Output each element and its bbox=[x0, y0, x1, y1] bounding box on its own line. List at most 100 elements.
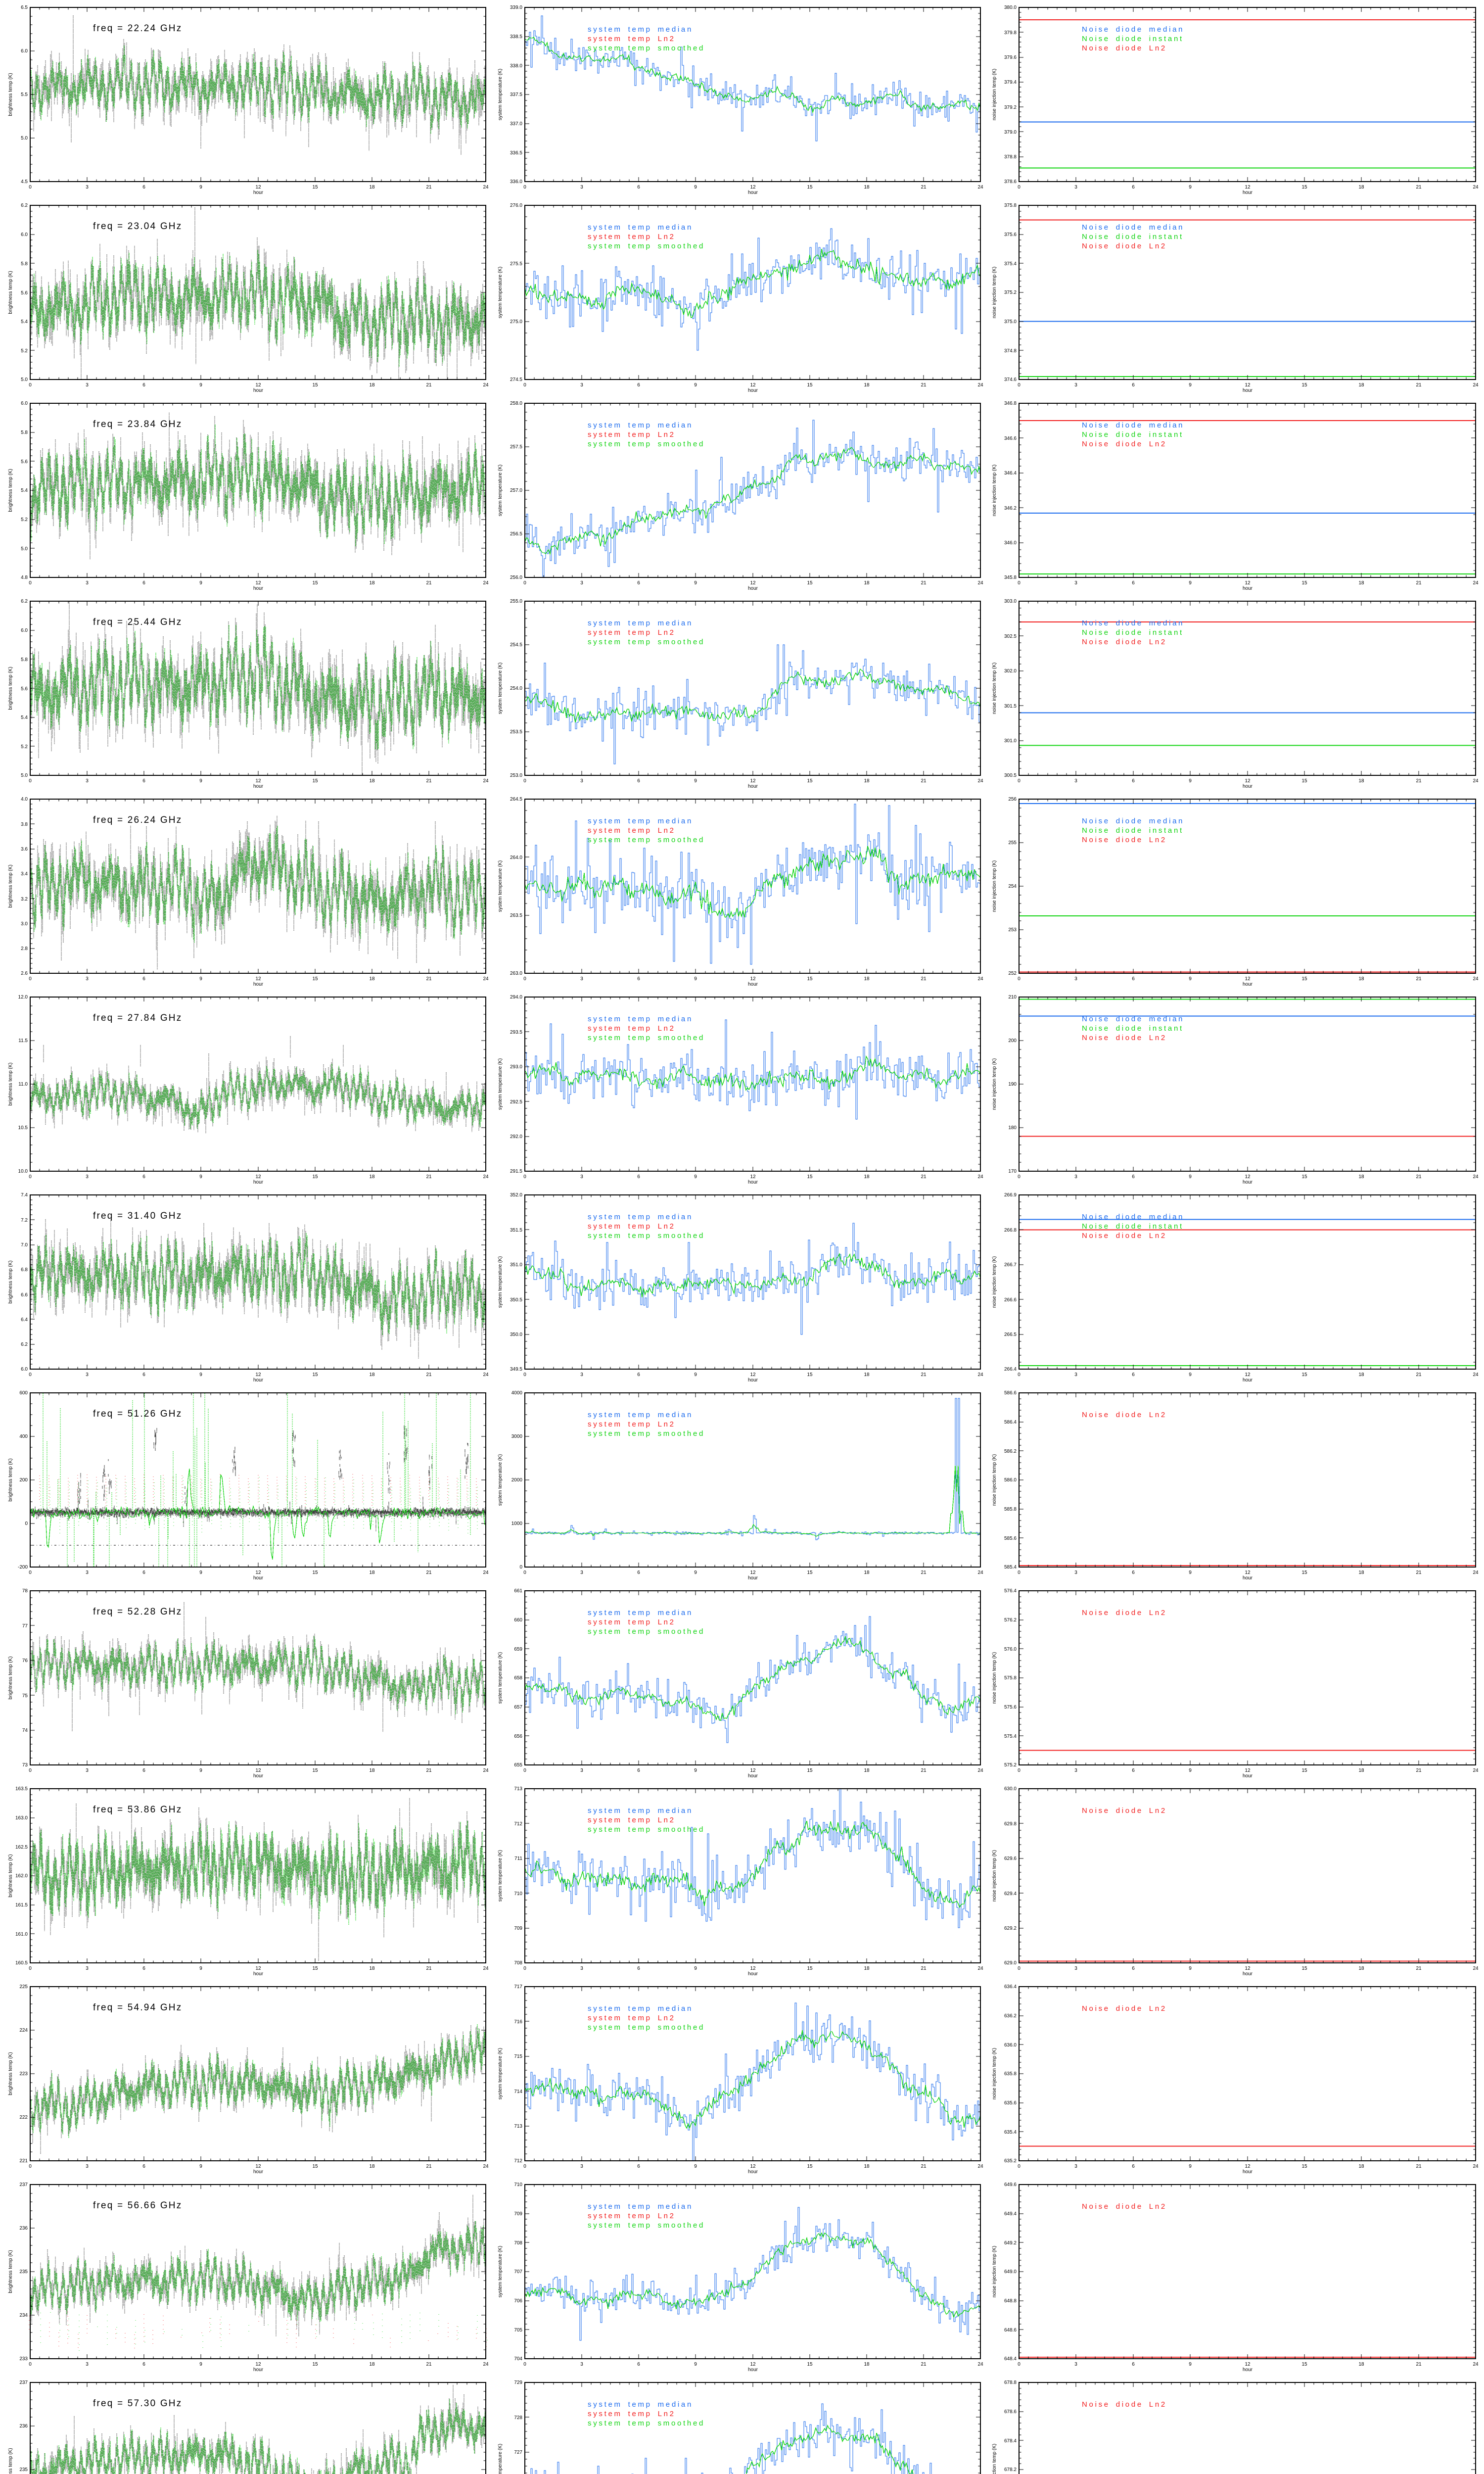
svg-text:224: 224 bbox=[19, 2028, 28, 2033]
svg-text:339.0: 339.0 bbox=[510, 5, 522, 10]
svg-text:Noise diode median: Noise diode median bbox=[1082, 1213, 1184, 1221]
svg-text:21: 21 bbox=[426, 1768, 432, 1773]
svg-text:576.4: 576.4 bbox=[1004, 1588, 1017, 1594]
svg-text:3: 3 bbox=[86, 1570, 89, 1575]
svg-text:15: 15 bbox=[1301, 1570, 1307, 1575]
svg-text:12: 12 bbox=[255, 580, 261, 586]
svg-text:12: 12 bbox=[750, 580, 756, 586]
svg-text:15: 15 bbox=[312, 1768, 318, 1773]
svg-text:293.0: 293.0 bbox=[510, 1064, 522, 1070]
svg-text:24: 24 bbox=[1473, 1768, 1479, 1773]
svg-text:hour: hour bbox=[1243, 1773, 1253, 1779]
svg-text:system temperature (K): system temperature (K) bbox=[498, 2246, 503, 2297]
svg-text:0: 0 bbox=[1018, 1768, 1020, 1773]
svg-text:freq = 23.04 GHz: freq = 23.04 GHz bbox=[93, 221, 182, 232]
svg-text:635.8: 635.8 bbox=[1004, 2071, 1017, 2077]
svg-text:256: 256 bbox=[1008, 797, 1017, 802]
svg-text:3: 3 bbox=[1074, 185, 1077, 190]
svg-text:709: 709 bbox=[514, 2211, 522, 2217]
svg-text:15: 15 bbox=[312, 1174, 318, 1180]
svg-text:hour: hour bbox=[253, 2169, 264, 2175]
svg-text:6.6: 6.6 bbox=[21, 1292, 28, 1298]
svg-text:system temp smoothed: system temp smoothed bbox=[588, 1034, 705, 1042]
svg-text:586.6: 586.6 bbox=[1004, 1390, 1017, 1396]
svg-text:222: 222 bbox=[19, 2115, 28, 2120]
svg-text:5.2: 5.2 bbox=[21, 744, 28, 750]
svg-text:5.0: 5.0 bbox=[21, 377, 28, 382]
svg-text:system temperature (K): system temperature (K) bbox=[498, 2048, 503, 2099]
svg-text:12: 12 bbox=[255, 2362, 261, 2367]
svg-text:575.2: 575.2 bbox=[1004, 1762, 1017, 1768]
svg-text:254.5: 254.5 bbox=[510, 642, 522, 648]
svg-text:6: 6 bbox=[637, 185, 640, 190]
svg-text:hour: hour bbox=[1243, 1575, 1253, 1581]
svg-text:704: 704 bbox=[514, 2356, 522, 2362]
svg-text:24: 24 bbox=[483, 1768, 489, 1773]
svg-text:21: 21 bbox=[921, 185, 927, 190]
svg-text:hour: hour bbox=[748, 1773, 758, 1779]
svg-text:Noise diode instant: Noise diode instant bbox=[1082, 430, 1184, 439]
svg-text:24: 24 bbox=[977, 976, 983, 982]
svg-text:15: 15 bbox=[807, 382, 813, 388]
svg-text:9: 9 bbox=[199, 580, 202, 586]
svg-text:379.0: 379.0 bbox=[1004, 130, 1017, 135]
svg-text:3: 3 bbox=[580, 382, 583, 388]
svg-text:661: 661 bbox=[514, 1588, 522, 1594]
svg-text:3: 3 bbox=[86, 778, 89, 784]
svg-text:system temperature (K): system temperature (K) bbox=[498, 69, 503, 120]
svg-text:200: 200 bbox=[19, 1477, 28, 1483]
svg-text:24: 24 bbox=[483, 1174, 489, 1180]
svg-text:5.8: 5.8 bbox=[21, 261, 28, 267]
svg-text:12: 12 bbox=[1245, 2164, 1251, 2169]
svg-text:716: 716 bbox=[514, 2019, 522, 2025]
svg-text:18: 18 bbox=[369, 1570, 375, 1575]
svg-text:18: 18 bbox=[369, 1768, 375, 1773]
svg-text:10.5: 10.5 bbox=[18, 1125, 28, 1131]
svg-text:710: 710 bbox=[514, 1891, 522, 1897]
svg-text:6.5: 6.5 bbox=[21, 5, 28, 10]
svg-text:221: 221 bbox=[19, 2158, 28, 2164]
svg-text:21: 21 bbox=[1416, 1570, 1422, 1575]
svg-text:brightness temp (K): brightness temp (K) bbox=[8, 1458, 13, 1501]
svg-text:6: 6 bbox=[637, 778, 640, 784]
svg-text:system temp Ln2: system temp Ln2 bbox=[588, 2212, 676, 2220]
svg-text:system temp smoothed: system temp smoothed bbox=[588, 44, 705, 52]
svg-text:266.7: 266.7 bbox=[1004, 1262, 1017, 1268]
svg-text:9: 9 bbox=[199, 1174, 202, 1180]
svg-text:4.5: 4.5 bbox=[21, 179, 28, 185]
svg-text:21: 21 bbox=[1416, 2362, 1422, 2367]
svg-text:5.6: 5.6 bbox=[21, 290, 28, 296]
svg-text:9: 9 bbox=[1189, 1174, 1192, 1180]
svg-text:74: 74 bbox=[22, 1728, 28, 1733]
svg-text:708: 708 bbox=[514, 2240, 522, 2246]
svg-text:hour: hour bbox=[1243, 2169, 1253, 2175]
svg-text:0: 0 bbox=[523, 976, 526, 982]
svg-text:6: 6 bbox=[637, 2164, 640, 2169]
svg-text:346.8: 346.8 bbox=[1004, 401, 1017, 406]
svg-text:brightness temp (K): brightness temp (K) bbox=[8, 469, 13, 512]
svg-text:Noise diode instant: Noise diode instant bbox=[1082, 1024, 1184, 1033]
svg-text:15: 15 bbox=[312, 976, 318, 982]
svg-text:12: 12 bbox=[255, 1174, 261, 1180]
svg-text:713: 713 bbox=[514, 1786, 522, 1792]
svg-text:Noise diode Ln2: Noise diode Ln2 bbox=[1082, 1232, 1167, 1240]
svg-text:noise injection temp (K): noise injection temp (K) bbox=[992, 2048, 997, 2100]
svg-text:21: 21 bbox=[1416, 976, 1422, 982]
svg-text:system temp Ln2: system temp Ln2 bbox=[588, 1024, 676, 1033]
svg-text:0: 0 bbox=[523, 382, 526, 388]
svg-text:21: 21 bbox=[426, 1174, 432, 1180]
svg-text:4.0: 4.0 bbox=[21, 797, 28, 802]
svg-text:24: 24 bbox=[977, 185, 983, 190]
svg-text:hour: hour bbox=[1243, 982, 1253, 987]
svg-text:21: 21 bbox=[921, 976, 927, 982]
svg-text:system temp median: system temp median bbox=[588, 1411, 693, 1419]
svg-text:system temp Ln2: system temp Ln2 bbox=[588, 1222, 676, 1231]
svg-text:18: 18 bbox=[864, 1570, 870, 1575]
svg-text:18: 18 bbox=[1358, 778, 1364, 784]
svg-text:21: 21 bbox=[426, 2164, 432, 2169]
svg-text:0: 0 bbox=[1018, 185, 1020, 190]
svg-text:Noise diode Ln2: Noise diode Ln2 bbox=[1082, 638, 1167, 646]
svg-text:12: 12 bbox=[750, 1966, 756, 1971]
svg-text:6: 6 bbox=[1132, 2362, 1135, 2367]
svg-text:9: 9 bbox=[694, 1570, 697, 1575]
